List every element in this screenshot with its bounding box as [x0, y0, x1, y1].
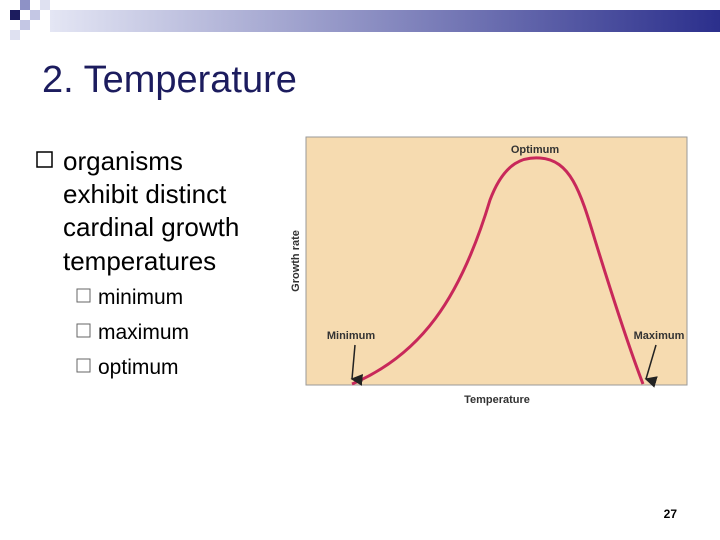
arrow — [644, 344, 658, 388]
sub-bullet: minimum — [98, 286, 183, 309]
bullet-line: cardinal growth — [63, 212, 239, 242]
figure-axis-label: Growth rate — [290, 230, 302, 292]
temperature-figure: Optimum Minimum Maximum Growth rate Temp… — [290, 136, 688, 406]
figure-label: Minimum — [327, 330, 375, 342]
arrow — [350, 344, 363, 386]
figure-label: Optimum — [511, 144, 559, 156]
bullet-line: exhibit distinct — [63, 179, 227, 209]
slide-title: 2. Temperature — [42, 59, 297, 101]
sub-bullet-icons — [76, 288, 91, 373]
growth-curve — [351, 156, 645, 386]
figure-panel — [305, 136, 688, 386]
bullet-icon — [36, 151, 53, 168]
header-decoration — [10, 0, 720, 40]
sub-bullet: maximum — [98, 321, 189, 344]
sub-bullet: optimum — [98, 356, 179, 379]
bullet-line: organisms — [63, 146, 183, 176]
bullet-line: temperatures — [63, 246, 216, 276]
page-number: 27 — [664, 507, 678, 521]
figure-label: Maximum — [634, 330, 685, 342]
figure-axis-label: Temperature — [464, 394, 530, 406]
